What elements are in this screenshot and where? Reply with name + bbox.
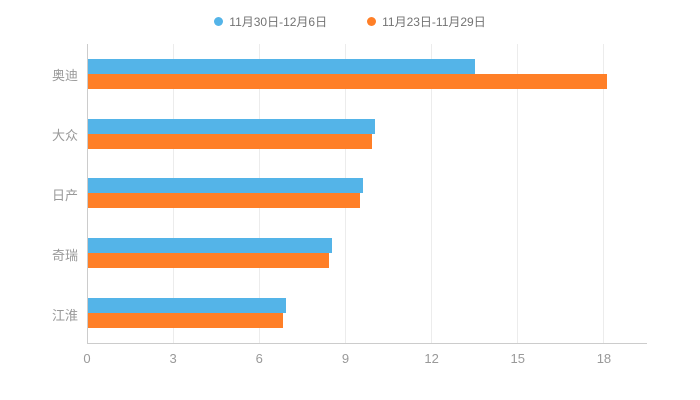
legend-label: 11月30日-12月6日 xyxy=(229,14,328,29)
legend: 11月30日-12月6日 11月23日-11月29日 xyxy=(0,8,700,34)
gridline xyxy=(517,44,518,343)
bar-series-0 xyxy=(88,178,364,194)
bar-series-1 xyxy=(88,73,607,89)
category-label: 江淮 xyxy=(51,307,78,323)
legend-dot-icon xyxy=(367,16,377,26)
bar-series-1 xyxy=(88,253,329,269)
x-axis-labels: 0 3 6 9 12 15 18 xyxy=(83,344,647,374)
category-label: 奇瑞 xyxy=(51,247,78,263)
bar-chart: 奥迪大众日产奇瑞江淮 0 3 6 9 12 15 18 xyxy=(0,44,700,374)
category-label: 日产 xyxy=(51,187,78,203)
legend-item-0[interactable]: 11月30日-12月6日 xyxy=(214,13,327,30)
x-tick-label: 0 xyxy=(83,351,91,366)
bar-series-0 xyxy=(88,238,332,254)
category-label: 大众 xyxy=(51,127,78,143)
gridline xyxy=(430,44,432,343)
gridline xyxy=(603,44,604,343)
axis-corner-spacer xyxy=(0,344,87,374)
bar-group xyxy=(88,223,647,283)
bar-series-1 xyxy=(88,313,283,329)
x-tick-label: 15 xyxy=(510,351,525,366)
category-label: 奥迪 xyxy=(51,67,78,83)
plot-area xyxy=(87,44,647,344)
x-tick-label: 9 xyxy=(341,351,350,366)
legend-dot-icon xyxy=(214,16,224,26)
x-tick-label: 3 xyxy=(169,351,177,366)
bar-series-0 xyxy=(88,298,286,314)
bar-series-0 xyxy=(88,58,475,74)
bar-group xyxy=(88,44,647,104)
x-tick-label: 18 xyxy=(596,351,612,366)
bar-group xyxy=(88,104,647,164)
legend-item-1[interactable]: 11月23日-11月29日 xyxy=(367,13,486,30)
x-tick-label: 6 xyxy=(255,351,263,366)
x-tick-label: 12 xyxy=(424,351,439,366)
bar-group xyxy=(88,283,647,343)
y-axis-labels: 奥迪大众日产奇瑞江淮 xyxy=(0,44,87,344)
bar-series-0 xyxy=(88,118,375,134)
bar-series-1 xyxy=(88,133,372,149)
bar-series-1 xyxy=(88,193,361,209)
bar-group xyxy=(88,164,647,224)
legend-label: 11月23日-11月29日 xyxy=(382,14,486,29)
